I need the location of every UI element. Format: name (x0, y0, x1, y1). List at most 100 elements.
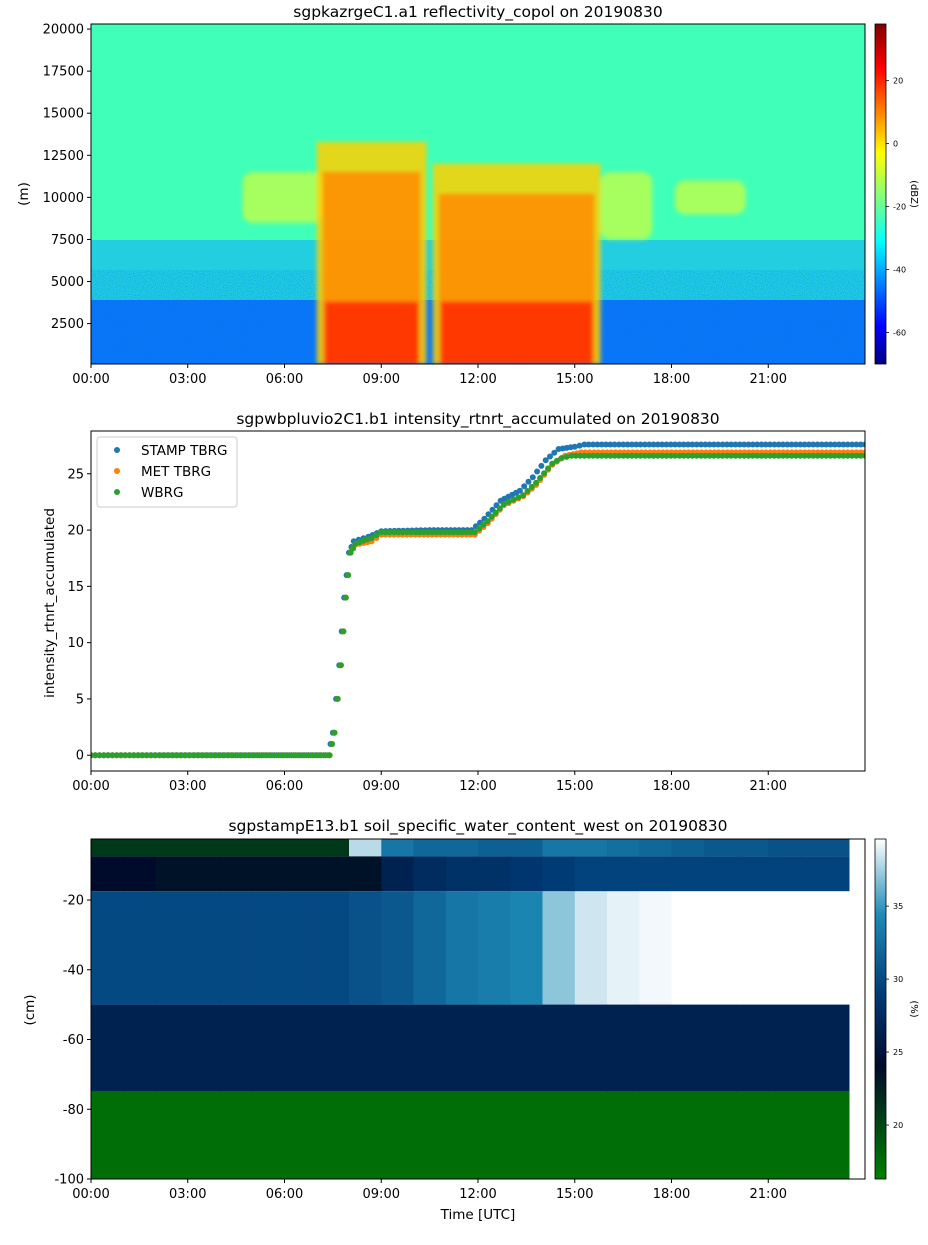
chart-title-1: sgpkazrgeC1.a1 reflectivity_copol on 201… (293, 3, 662, 22)
heatmap-cell (252, 1004, 286, 1092)
data-point (350, 545, 356, 552)
data-point (228, 752, 235, 759)
x-tick-label: 00:00 (72, 779, 109, 794)
data-point (382, 529, 389, 536)
data-point (459, 529, 465, 536)
data-point (823, 452, 830, 459)
data-point (160, 752, 167, 759)
data-point (624, 441, 631, 448)
heatmap-cell (187, 839, 221, 857)
data-point (164, 752, 171, 759)
data-point (177, 752, 184, 759)
y-tick-label: -40 (63, 963, 84, 978)
data-point (122, 752, 129, 759)
data-point (345, 572, 352, 579)
data-point (516, 487, 523, 494)
data-point (663, 452, 670, 459)
data-point (836, 441, 843, 448)
data-point (301, 752, 308, 759)
heatmap-cell (832, 1004, 850, 1092)
data-point (788, 452, 795, 459)
data-point (551, 449, 558, 456)
heatmap-cell (155, 839, 189, 857)
data-point (425, 529, 431, 536)
data-point (525, 478, 532, 485)
colorbar-label-1: (dBZ) (908, 180, 919, 208)
data-point (245, 752, 252, 759)
data-point (594, 441, 601, 448)
echo-cloud (674, 180, 746, 215)
heatmap-cell (671, 856, 705, 892)
data-point (547, 453, 553, 460)
data-point (581, 441, 588, 448)
heatmap-cell (832, 1091, 850, 1179)
data-point (676, 452, 683, 459)
data-point (186, 752, 192, 759)
heatmap-cell (510, 1091, 544, 1179)
data-point (862, 452, 865, 459)
heatmap-cell (187, 891, 221, 1005)
data-point (814, 452, 821, 459)
data-point (505, 498, 512, 505)
y-tick-label: 5000 (51, 275, 84, 290)
data-point (594, 452, 601, 459)
colorbar-tick-label: -20 (893, 203, 906, 212)
heatmap-cell (542, 891, 576, 1005)
heatmap-cell (187, 1004, 221, 1092)
y-tick-label: 10000 (43, 191, 84, 206)
data-point (538, 462, 545, 469)
data-point (169, 752, 175, 759)
data-point (762, 441, 769, 448)
x-tick-label: 00:00 (72, 1187, 109, 1202)
heatmap-cell (574, 839, 608, 857)
heatmap-cell (220, 891, 253, 1005)
data-point (611, 441, 618, 448)
data-point (792, 441, 799, 448)
heatmap-cell (316, 891, 350, 1005)
data-point (754, 441, 761, 448)
y-tick-label: 15 (67, 580, 84, 595)
data-point (840, 452, 847, 459)
data-point (340, 628, 347, 635)
data-point (224, 752, 231, 759)
data-point (862, 441, 865, 448)
heatmap-cell (413, 891, 447, 1005)
data-point (211, 752, 218, 759)
data-point (706, 441, 713, 448)
x-tick-label: 09:00 (363, 372, 400, 387)
data-point (117, 752, 124, 759)
data-point (857, 441, 864, 448)
data-point (254, 752, 261, 759)
data-point (628, 441, 635, 448)
data-point (715, 452, 722, 459)
data-point (775, 452, 782, 459)
heatmap-cell (478, 839, 511, 857)
data-point (758, 452, 765, 459)
data-point (611, 452, 618, 459)
data-point (554, 457, 560, 464)
heatmap-cell (155, 856, 189, 892)
data-point (173, 752, 180, 759)
data-point (109, 752, 116, 759)
data-point (190, 752, 197, 759)
heatmap-cell (832, 891, 850, 1005)
heatmap-cell (542, 856, 576, 892)
y-tick-label: 10 (67, 636, 84, 651)
data-point (437, 529, 444, 536)
heatmap-cell (91, 1091, 124, 1179)
heatmap-cell (671, 891, 705, 1005)
x-tick-label: 06:00 (266, 779, 303, 794)
data-point (702, 452, 709, 459)
data-point (326, 752, 333, 759)
data-point (762, 452, 769, 459)
data-point (96, 752, 103, 759)
data-point (805, 441, 812, 448)
colorbar-tick-label: 20 (893, 77, 903, 86)
heatmap-cell (349, 1091, 382, 1179)
heatmap-cell (574, 1091, 608, 1179)
y-tick-label: -20 (63, 894, 84, 909)
y-tick-label: 12500 (43, 149, 84, 164)
heatmap-cell (510, 856, 544, 892)
heatmap-cell (478, 1004, 511, 1092)
data-point (745, 441, 752, 448)
